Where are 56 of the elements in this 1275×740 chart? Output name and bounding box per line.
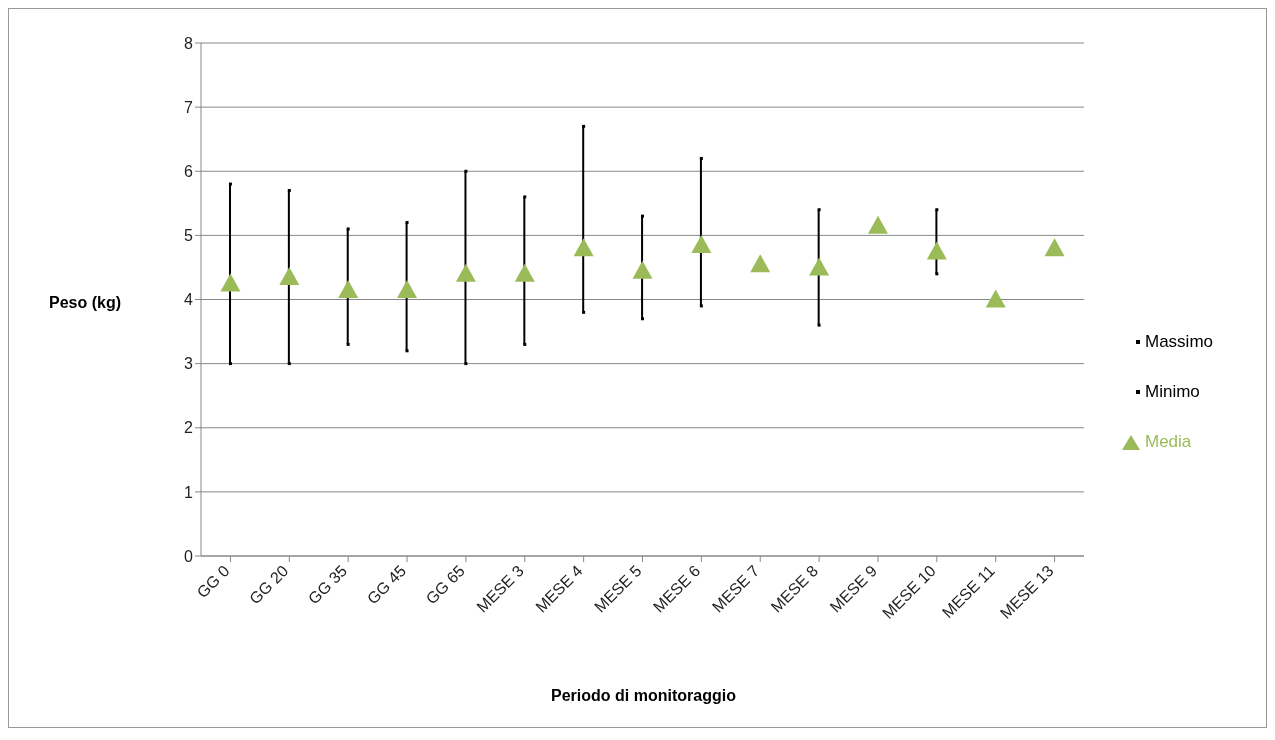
point [397, 279, 418, 298]
point [641, 317, 644, 321]
x-tick-label: GG 20 [246, 562, 292, 608]
y-axis-title: Peso (kg) [49, 294, 122, 312]
point [279, 267, 300, 286]
point [817, 208, 821, 212]
point [405, 349, 409, 353]
x-tick-label: GG 35 [304, 562, 351, 608]
y-tick-label: 4 [184, 291, 194, 309]
y-tick-label: 2 [184, 419, 194, 437]
legend-label: Minimo [1145, 382, 1200, 402]
y-tick-label: 0 [184, 547, 194, 565]
x-tick-label: GG 0 [193, 562, 233, 602]
point [582, 310, 586, 314]
legend-label: Media [1145, 432, 1192, 452]
point [287, 188, 291, 192]
y-tick-label: 7 [184, 98, 194, 116]
point [464, 362, 468, 366]
point [455, 263, 476, 282]
point [691, 234, 712, 253]
point [573, 238, 594, 257]
point [1044, 238, 1065, 257]
point [405, 221, 409, 225]
point [699, 304, 703, 308]
point [582, 124, 586, 128]
point [346, 342, 350, 346]
point [346, 227, 350, 231]
point [750, 254, 771, 273]
point [809, 257, 830, 276]
x-tick-label: GG 65 [422, 562, 469, 608]
point [935, 272, 939, 276]
point [926, 241, 947, 260]
point [817, 323, 821, 327]
x-tick-label: GG 45 [363, 562, 410, 608]
y-tick-label: 3 [184, 355, 194, 373]
point [338, 279, 359, 298]
y-tick-label: 8 [184, 34, 194, 52]
point [985, 289, 1006, 308]
point [935, 208, 939, 212]
point [464, 169, 468, 173]
y-tick-label: 1 [184, 483, 194, 501]
x-axis-title: Periodo di monitoraggio [550, 687, 737, 705]
y-tick-label: 5 [184, 227, 194, 245]
y-tick-label: 6 [184, 162, 194, 180]
point [867, 215, 888, 234]
point [228, 362, 232, 366]
point [228, 182, 232, 186]
point [220, 273, 241, 292]
point [287, 362, 291, 366]
point [699, 156, 703, 160]
point [523, 195, 527, 199]
point [523, 342, 527, 346]
point [632, 260, 653, 279]
legend-label: Massimo [1145, 332, 1214, 352]
point [514, 263, 535, 282]
point [641, 214, 644, 218]
